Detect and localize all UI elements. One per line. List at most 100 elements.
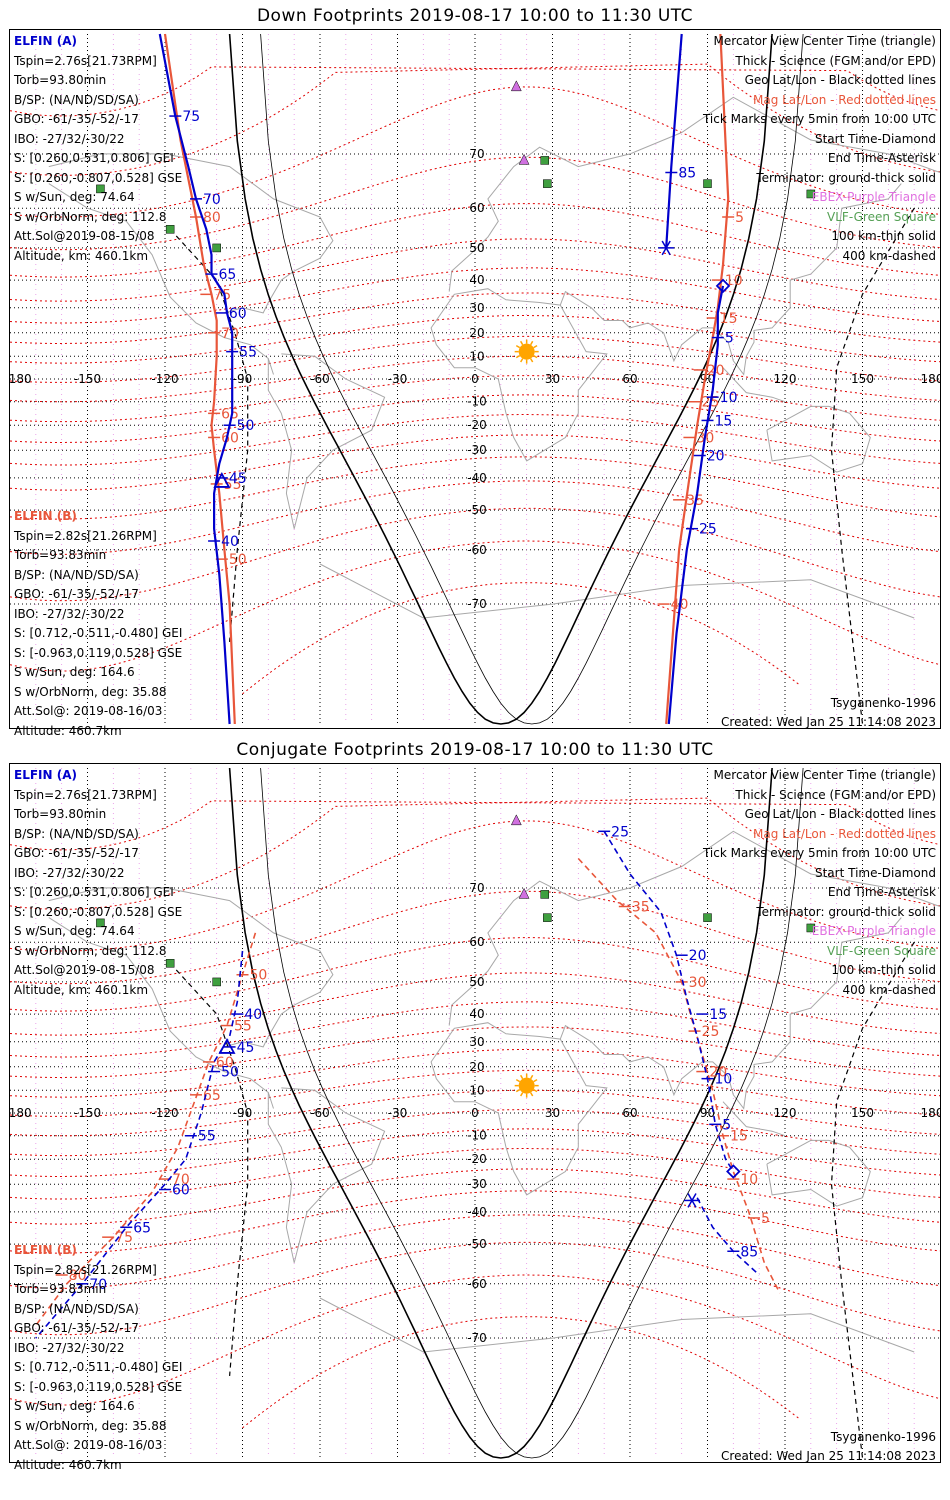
ebex-site-triangle [510, 814, 522, 826]
lat-tick-label: -10 [467, 1129, 487, 1143]
elfin-b-header: ELFIN (B) [14, 1243, 77, 1257]
lat-tick-label: 70 [469, 147, 484, 161]
mag-latitude [10, 797, 940, 910]
end-asterisk [687, 1193, 697, 1208]
elfin-a-track [603, 830, 734, 1172]
lon-tick-label: 180 [921, 1106, 940, 1120]
start-diamond [726, 1164, 741, 1179]
elfin-a-header: ELFIN (A) [14, 768, 77, 782]
track-tick-label: 55 [239, 345, 257, 361]
lon-tick-label: -180 [10, 1106, 32, 1120]
elfin-b-track [35, 932, 257, 1326]
vlf-site-square [703, 913, 712, 922]
track-tick-label: 45 [237, 1040, 255, 1056]
view-center-triangle [218, 1038, 236, 1054]
elfin-b-track [665, 33, 730, 725]
track-tick-label: 70 [221, 326, 239, 342]
lon-tick-label: -90 [233, 372, 253, 386]
mag-latitude [10, 1147, 940, 1200]
elfin_a-line: Altitude, km: 460.1km [14, 982, 149, 997]
lon-tick-label: -120 [151, 372, 178, 386]
sun-ray [533, 354, 538, 359]
track-tick-label: 15 [709, 1007, 727, 1023]
elfin_a-line: B/SP: (NA/ND/SD/SA) [14, 92, 139, 107]
track-tick-label: 5 [725, 331, 734, 347]
track-tick-label: 50 [229, 552, 247, 568]
legend-entry: 400 km-dashed [842, 248, 936, 263]
elfin-b-lines: Tspin=2.82s[21.26RPM] Torb=93.83min B/SP: … [14, 1261, 182, 1476]
legend-entry: Start Time-Diamond [814, 131, 936, 146]
mag-latitude [10, 540, 940, 672]
elfin_b-line: IBO: -27/32/-30/22 [14, 1340, 125, 1355]
elfin_b-line: Att.Sol@: 2019-08-16/03 [14, 704, 163, 718]
sun-ray [515, 1078, 521, 1083]
coastline [267, 358, 295, 529]
mag-latitude [10, 375, 940, 423]
elfin-b-track [163, 33, 236, 725]
track-tick-label: 85 [740, 1244, 758, 1260]
lon-tick-label: 60 [622, 1106, 637, 1120]
elfin_a-line: Torb=93.80min [14, 73, 107, 87]
track-tick-label: 50 [221, 1065, 239, 1081]
mag-latitude [242, 582, 801, 695]
coastline [319, 1297, 915, 1353]
legend-entry: Thick - Science (FGM and/or EPD) [735, 53, 936, 68]
end-asterisk [661, 240, 671, 256]
mag-latitude [10, 972, 940, 1036]
lon-tick-label: 60 [622, 372, 637, 386]
legend-entry: Terminator: ground-thick solid [756, 170, 936, 185]
elfin_b-line: Tspin=2.82s[21.26RPM] [14, 528, 157, 543]
mag-latitude [10, 314, 940, 364]
lat-tick-label: 70 [469, 881, 484, 895]
lon-tick-label: -150 [74, 372, 101, 386]
vlf-site-square [806, 189, 816, 199]
coastline [430, 288, 608, 462]
lon-tick-label: -60 [310, 1106, 330, 1120]
lon-tick-label: -90 [233, 1106, 253, 1120]
track-tick-label: 5 [735, 210, 744, 226]
track-tick-label: 85 [678, 166, 696, 182]
mag-latitude [10, 86, 940, 218]
track-tick-label: 25 [611, 824, 629, 840]
mag-latitude [10, 1089, 940, 1137]
mag-latitude [242, 1316, 801, 1429]
mag-latitude [10, 1001, 940, 1058]
elfin-a-header: ELFIN (A) [14, 34, 77, 48]
track-tick-label: 25 [702, 1024, 720, 1040]
mag-latitude [10, 1241, 940, 1336]
terminator-ground [228, 33, 773, 725]
mag-latitude [10, 66, 940, 117]
track-tick-label: 65 [219, 267, 237, 283]
mag-latitude [10, 800, 940, 851]
elfin-a-lines: Tspin=2.76s[21.73RPM] Torb=93.80min B/SP: … [14, 786, 182, 1001]
lat-tick-label: 60 [469, 935, 484, 949]
track-tick-label: 5 [722, 1117, 731, 1133]
elfin_b-line: Tspin=2.82s[21.26RPM] [14, 1262, 157, 1277]
coastline [48, 153, 334, 314]
sun-ray [533, 1078, 538, 1083]
lat-tick-label: 30 [469, 1035, 484, 1049]
track-tick-label: 20 [709, 1065, 727, 1081]
map-svg-conjugate: -180-150-120-90-60-300306090120150180706… [10, 767, 940, 1459]
track-tick-label: 55 [224, 477, 242, 493]
track-tick-label: 75 [213, 287, 231, 303]
track-tick-label: 65 [133, 1220, 151, 1236]
sun-ray [533, 1088, 538, 1093]
mag-latitude [10, 1274, 940, 1406]
lat-tick-label: -30 [467, 1177, 487, 1191]
elfin_a-line: Torb=93.80min [14, 807, 107, 821]
legend-entry: EBEX-Purple Triangle [811, 190, 936, 204]
elfin_b-line: GBO: -61/-35/-52/-17 [14, 1321, 139, 1335]
lat-tick-label: 20 [469, 1060, 484, 1074]
legend-entry: Thick - Science (FGM and/or EPD) [735, 787, 936, 802]
elfin_a-line: S: [0.260,0.531,0.806] GEI [14, 151, 174, 165]
track-tick-label: 65 [221, 406, 239, 422]
mag-latitude [10, 335, 940, 383]
lat-tick-label: 10 [469, 1083, 484, 1097]
lon-tick-label: 0 [471, 372, 479, 386]
sun-ray [533, 344, 538, 349]
elfin_a-line: GBO: -61/-35/-52/-17 [14, 846, 139, 860]
elfin_a-line: S w/OrbNorm, deg: 112.8 [14, 943, 167, 958]
track-tick-label: 60 [229, 306, 247, 322]
terminator-100km [260, 767, 804, 1459]
